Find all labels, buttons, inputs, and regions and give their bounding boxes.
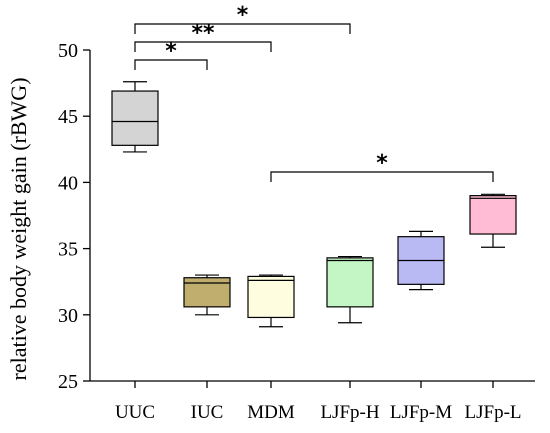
box-mdm <box>247 274 295 328</box>
bracket-line <box>270 171 494 182</box>
significance-brackets: ***** <box>134 3 494 182</box>
box-body <box>111 90 159 146</box>
x-tick-label: MDM <box>247 402 295 423</box>
y-tick-label: 40 <box>58 172 78 194</box>
significance-bracket: * <box>270 151 494 182</box>
box-body <box>469 195 517 235</box>
boxes <box>111 81 517 328</box>
bracket-line <box>134 23 351 34</box>
y-tick-label: 30 <box>58 305 78 327</box>
significance-bracket: ** <box>134 21 272 52</box>
box-ljfp-l <box>469 193 517 248</box>
y-tick-label: 25 <box>58 371 78 393</box>
significance-bracket: * <box>134 3 351 34</box>
box-uuc <box>111 81 159 153</box>
x-tick-label: IUC <box>191 402 224 423</box>
bracket-line <box>134 59 208 70</box>
y-axis: 25 30 35 40 45 50 <box>58 40 91 393</box>
bracket-line <box>134 41 272 52</box>
y-tick-label: 50 <box>58 40 78 62</box>
y-axis-title: relative body weight gain (rBWG) <box>6 77 31 380</box>
box-body <box>247 275 295 319</box>
x-axis: UUC IUC MDM LJFp-H LJFp-M LJFp-L <box>90 380 535 423</box>
y-tick-label: 45 <box>58 106 78 128</box>
significance-label: * <box>237 3 249 28</box>
x-tick-label: LJFp-L <box>465 402 522 423</box>
box-ljfp-m <box>397 230 445 291</box>
box-iuc <box>183 274 231 316</box>
significance-label: * <box>376 151 388 176</box>
significance-label: * <box>165 39 177 64</box>
x-tick-label: UUC <box>115 402 155 423</box>
x-tick-label: LJFp-M <box>390 402 452 423</box>
box-body <box>326 257 374 308</box>
significance-bracket: * <box>134 39 208 70</box>
box-body <box>183 277 231 308</box>
y-tick-label: 35 <box>58 239 78 261</box>
x-tick-label: LJFp-H <box>320 402 379 423</box>
significance-label: ** <box>191 21 215 46</box>
box-ljfp-h <box>326 255 374 324</box>
